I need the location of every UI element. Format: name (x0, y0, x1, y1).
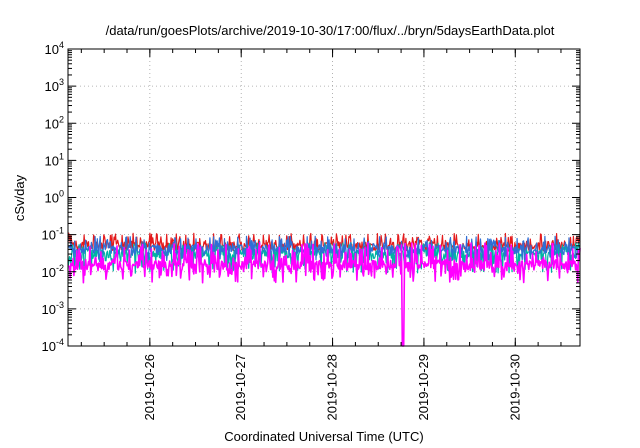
y-tick-label: 10-3 (42, 300, 64, 317)
series-lines (67, 232, 581, 347)
x-tick-label: 2019-10-28 (325, 354, 340, 421)
y-tick-label: 103 (45, 77, 64, 94)
x-axis: 2019-10-26 2019-10-27 2019-10-28 2019-10-29… (80, 49, 562, 421)
y-tick-label: 10-1 (42, 226, 64, 243)
y-tick-label: 101 (45, 151, 64, 168)
x-axis-label: Coordinated Universal Time (UTC) (224, 429, 423, 444)
y-tick-label: 104 (45, 40, 64, 57)
x-tick-label: 2019-10-27 (233, 354, 248, 421)
chart-title: /data/run/goesPlots/archive/2019-10-30/1… (106, 23, 555, 38)
y-axis: 10-4 10-3 10-2 10-1 100 101 102 103 104 (42, 40, 580, 354)
x-tick-label: 2019-10-29 (416, 354, 431, 421)
x-tick-label: 2019-10-26 (142, 354, 157, 421)
series-line-4 (67, 242, 581, 347)
y-axis-label: cSv/day (12, 174, 27, 221)
y-tick-label: 100 (45, 189, 64, 206)
series-line-3 (67, 235, 581, 262)
y-tick-label: 10-2 (42, 263, 64, 280)
grid (68, 49, 580, 346)
x-tick-label: 2019-10-30 (507, 354, 522, 421)
y-tick-label: 10-4 (42, 337, 64, 354)
y-tick-label: 102 (45, 114, 64, 131)
